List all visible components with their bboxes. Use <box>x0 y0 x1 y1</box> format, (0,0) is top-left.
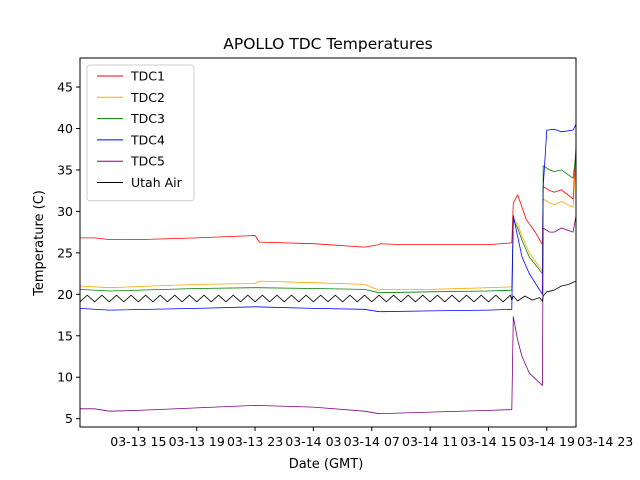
y-tick-label: 15 <box>57 328 73 343</box>
y-tick-label: 35 <box>57 162 73 177</box>
chart-title: APOLLO TDC Temperatures <box>223 35 432 53</box>
x-tick-label: 03-14 23 <box>577 434 633 449</box>
legend-label-tdc5: TDC5 <box>130 154 165 169</box>
legend-label-tdc1: TDC1 <box>130 69 165 84</box>
x-tick-label: 03-14 15 <box>460 434 516 449</box>
series-line-tdc5 <box>80 215 576 415</box>
x-tick-label: 03-14 11 <box>402 434 458 449</box>
legend-label-tdc2: TDC2 <box>130 90 165 105</box>
legend-label-tdc4: TDC4 <box>130 132 165 147</box>
legend-label-utah-air: Utah Air <box>131 175 183 190</box>
y-tick-label: 20 <box>57 287 73 302</box>
x-tick-label: 03-13 19 <box>169 434 225 449</box>
legend: TDC1 TDC2 TDC3 TDC4 TDC5 Utah Air <box>86 64 195 202</box>
series-line-tdc4 <box>80 123 576 313</box>
legend-box <box>86 64 195 202</box>
series-layer <box>80 123 576 415</box>
legend-label-tdc3: TDC3 <box>130 111 165 126</box>
y-tick-label: 5 <box>65 411 73 426</box>
x-tick-label: 03-13 23 <box>227 434 283 449</box>
x-tick-label: 03-14 07 <box>344 434 400 449</box>
series-line-tdc3 <box>80 152 576 294</box>
y-axis: 5 10 15 20 25 30 35 40 45 <box>57 80 80 426</box>
series-line-tdc1 <box>80 144 576 248</box>
x-axis: 03-13 15 03-13 19 03-13 23 03-14 03 03-14 07… <box>110 427 633 449</box>
plot-frame <box>79 57 577 428</box>
y-tick-label: 40 <box>57 121 73 136</box>
y-tick-label: 30 <box>57 204 73 219</box>
y-tick-label: 10 <box>57 370 73 385</box>
y-axis-label: Temperature (C) <box>32 190 47 297</box>
x-tick-label: 03-13 15 <box>110 434 166 449</box>
y-tick-label: 45 <box>57 80 73 95</box>
x-tick-label: 03-14 19 <box>519 434 575 449</box>
y-tick-label: 25 <box>57 245 73 260</box>
x-axis-label: Date (GMT) <box>289 457 364 472</box>
series-line-utah-air <box>80 280 576 303</box>
series-line-tdc2 <box>80 161 576 291</box>
x-tick-label: 03-14 03 <box>285 434 341 449</box>
